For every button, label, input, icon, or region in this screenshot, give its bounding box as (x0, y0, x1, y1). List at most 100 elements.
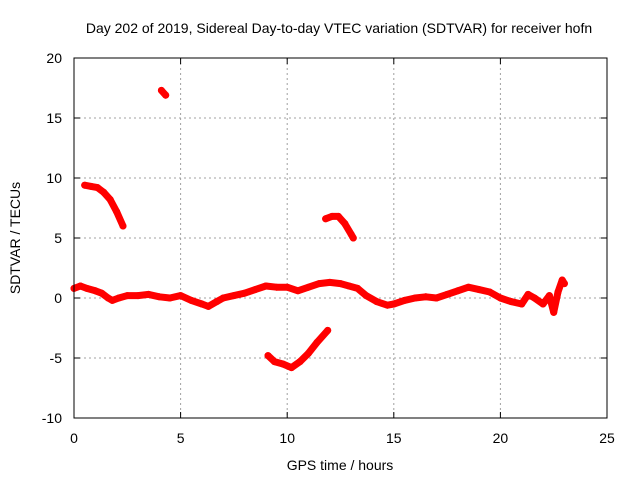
data-point (545, 292, 553, 300)
data-point (315, 280, 323, 288)
data-point (273, 283, 280, 291)
y-tick-label: 5 (54, 230, 62, 246)
data-point (313, 338, 321, 346)
data-point (279, 360, 287, 368)
data-point (443, 290, 451, 298)
data-point (328, 212, 336, 220)
data-point (475, 286, 483, 294)
x-tick-label: 5 (177, 430, 185, 446)
y-tick-label: 20 (46, 50, 62, 66)
x-tick-label: 25 (599, 430, 615, 446)
y-axis-label: SDTVAR / TECUs (7, 182, 23, 294)
data-point (166, 294, 174, 302)
data-point (177, 292, 185, 300)
data-point (326, 278, 334, 286)
data-point (119, 222, 127, 230)
data-point (507, 298, 515, 306)
data-point (213, 298, 221, 306)
data-series (322, 212, 357, 242)
data-point (157, 86, 165, 94)
data-point (162, 91, 170, 99)
data-point (198, 300, 206, 308)
data-point (98, 289, 106, 297)
data-point (341, 220, 349, 228)
data-point (81, 181, 89, 189)
data-point (296, 358, 304, 366)
grid (74, 58, 607, 418)
data-point (390, 300, 398, 308)
data-point (454, 287, 462, 295)
data-point (106, 196, 114, 204)
plot-frame (73, 57, 608, 419)
data-point (305, 283, 312, 291)
data-point (204, 302, 212, 310)
data-point (334, 212, 342, 220)
y-tick-label: -5 (50, 350, 63, 366)
data-point (100, 188, 108, 196)
data-series (81, 181, 127, 230)
data-point (337, 280, 344, 288)
data-point (362, 292, 370, 300)
data-point (115, 294, 123, 302)
axis-ticks: 0 5 10 15 20 25 -10 -5 0 5 10 15 20 (42, 50, 615, 446)
data-point (262, 282, 270, 290)
y-tick-label: -10 (42, 410, 62, 426)
data-marks (70, 86, 568, 372)
y-tick-label: 10 (46, 170, 62, 186)
chart-title: Day 202 of 2019, Sidereal Day-to-day VTE… (86, 20, 592, 36)
data-point (373, 298, 381, 306)
data-point (155, 293, 163, 301)
data-point (305, 349, 312, 357)
y-tick-label: 15 (46, 110, 62, 126)
data-point (464, 283, 472, 291)
data-point (432, 294, 440, 302)
data-point (230, 292, 238, 300)
data-point (554, 288, 562, 296)
x-tick-label: 0 (70, 430, 78, 446)
data-series (70, 276, 568, 316)
data-point (550, 308, 558, 316)
data-point (264, 352, 272, 360)
data-point (524, 290, 532, 298)
data-point (219, 294, 227, 302)
data-point (91, 287, 99, 295)
data-point (76, 282, 84, 290)
data-point (486, 288, 494, 296)
data-point (345, 282, 353, 290)
data-point (145, 290, 153, 298)
data-point (187, 296, 195, 304)
data-point (422, 293, 430, 301)
y-tick-label: 0 (54, 290, 62, 306)
data-point (108, 296, 116, 304)
x-tick-label: 20 (493, 430, 509, 446)
data-point (113, 208, 121, 216)
data-series (157, 86, 170, 99)
data-point (324, 326, 332, 334)
data-point (251, 286, 259, 294)
data-point (496, 294, 504, 302)
data-point (560, 280, 568, 288)
data-series (264, 326, 332, 372)
data-point (411, 294, 419, 302)
data-point (283, 283, 291, 291)
data-point (322, 215, 330, 223)
x-axis-label: GPS time / hours (287, 457, 394, 473)
data-point (294, 287, 302, 295)
data-point (87, 182, 95, 190)
data-point (349, 234, 357, 242)
data-point (401, 296, 408, 304)
data-point (288, 364, 295, 372)
data-point (383, 301, 391, 309)
data-point (123, 292, 131, 300)
data-point (354, 284, 362, 292)
x-tick-label: 10 (279, 430, 295, 446)
data-point (134, 292, 142, 300)
data-point (518, 300, 526, 308)
x-tick-label: 15 (386, 430, 402, 446)
data-point (531, 294, 538, 302)
data-point (241, 289, 249, 297)
data-point (94, 184, 101, 192)
data-point (83, 284, 91, 292)
data-point (539, 300, 547, 308)
